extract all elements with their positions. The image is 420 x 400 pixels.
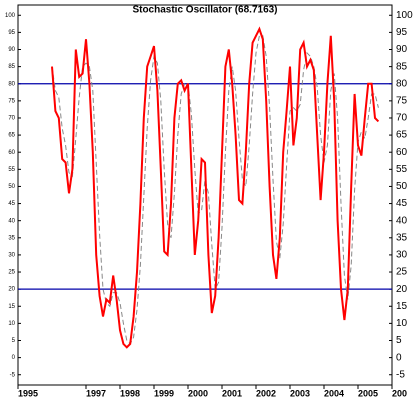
y-tick-label-right: 5: [396, 335, 402, 346]
y-tick-label-right: 60: [396, 147, 408, 158]
y-tick-label-left: 40: [8, 218, 15, 224]
y-tick-label-left: 35: [8, 235, 15, 241]
y-tick-label-left: 90: [8, 47, 15, 53]
x-tick-label: 2005: [358, 388, 378, 398]
y-tick-label-right: 30: [396, 250, 408, 261]
y-tick-label-right: 75: [396, 95, 408, 106]
y-tick-label-left: 65: [8, 133, 15, 139]
y-tick-label-left: 30: [8, 252, 15, 258]
y-tick-label-left: 75: [8, 98, 15, 104]
y-tick-label-right: 40: [396, 215, 408, 226]
y-tick-label-right: 35: [396, 232, 408, 243]
y-tick-label-left: 100: [5, 13, 16, 19]
y-tick-label-right: 100: [396, 10, 413, 21]
y-tick-label-right: 85: [396, 61, 408, 72]
x-tick-label: 200: [392, 388, 407, 398]
x-tick-label: 2000: [188, 388, 208, 398]
y-tick-label-right: 0: [396, 352, 402, 363]
y-tick-label-left: 60: [8, 150, 15, 156]
y-tick-label-right: 25: [396, 267, 408, 278]
y-tick-label-right: 90: [396, 44, 408, 55]
y-tick-label-right: 55: [396, 164, 408, 175]
chart-title: Stochastic Oscillator (68.7163): [132, 5, 277, 16]
y-tick-label-right: 15: [396, 301, 408, 312]
y-tick-label-left: 5: [12, 338, 16, 344]
y-tick-label-left: 50: [8, 184, 15, 190]
y-tick-label-left: 25: [8, 270, 15, 276]
y-tick-label-right: 70: [396, 113, 408, 124]
y-tick-label-left: 80: [8, 81, 15, 87]
y-tick-label-right: 95: [396, 27, 408, 38]
x-tick-label: 1999: [154, 388, 174, 398]
y-tick-label-right: -5: [396, 369, 405, 380]
y-tick-label-left: 95: [8, 30, 15, 36]
x-tick-label: 1995: [18, 388, 38, 398]
y-tick-label-right: 10: [396, 318, 408, 329]
plot-frame: [17, 4, 393, 386]
x-tick-label: 2001: [222, 388, 242, 398]
y-tick-label-left: 85: [8, 64, 15, 70]
y-tick-label-right: 80: [396, 78, 408, 89]
x-tick-label: 1998: [120, 388, 140, 398]
y-tick-label-right: 65: [396, 130, 408, 141]
y-tick-label-right: 45: [396, 198, 408, 209]
y-tick-label-left: 15: [8, 304, 15, 310]
y-tick-label-left: 20: [8, 287, 15, 293]
y-tick-label-left: 0: [12, 355, 16, 361]
x-tick-label: 1997: [86, 388, 106, 398]
x-tick-label: 2003: [290, 388, 310, 398]
y-tick-label-right: 50: [396, 181, 408, 192]
y-tick-label-right: 20: [396, 284, 408, 295]
y-tick-label-left: -5: [10, 372, 16, 378]
y-tick-label-left: 45: [8, 201, 15, 207]
y-tick-label-left: 10: [8, 321, 15, 327]
oscillator-line: [51, 26, 380, 349]
y-tick-label-left: 55: [8, 167, 15, 173]
x-tick-label: 2002: [256, 388, 276, 398]
x-tick-label: 2004: [324, 388, 344, 398]
y-tick-label-left: 70: [8, 116, 15, 122]
